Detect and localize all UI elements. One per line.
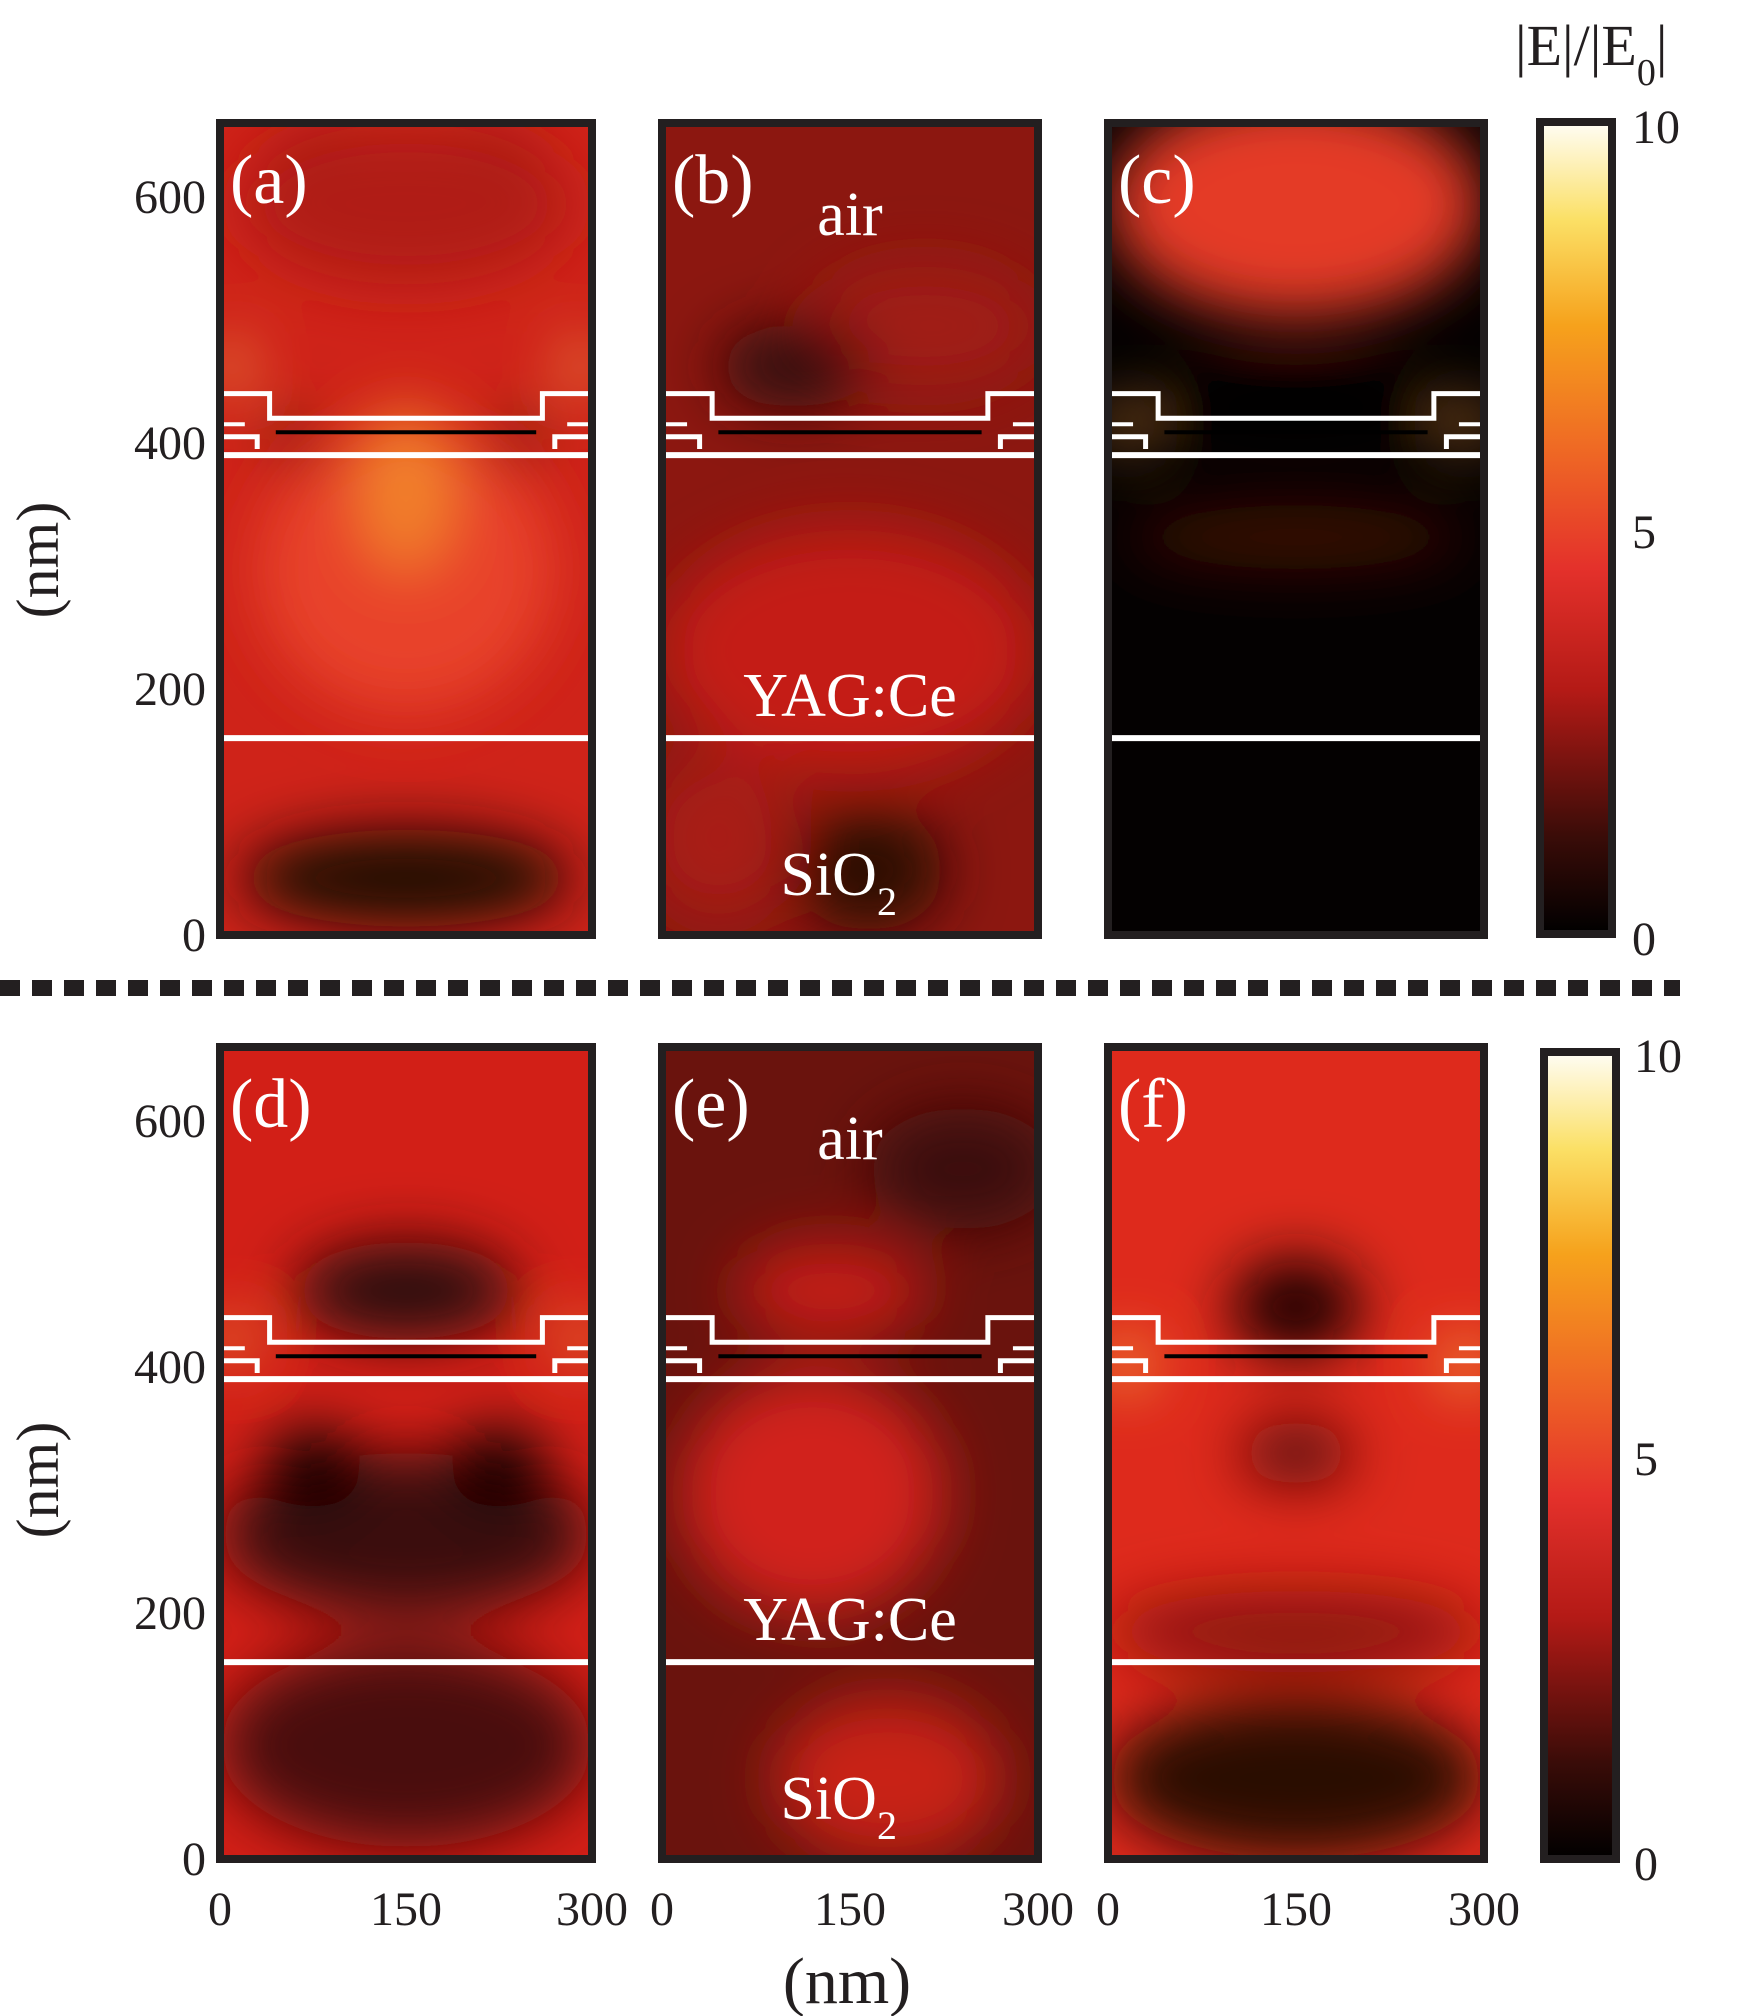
colorbar-bottom-gradient (1544, 1052, 1616, 1859)
panel-e: (e) airYAG:CeSiO20 150 300 (650, 1047, 1074, 1936)
panel-e-intensity-region (681, 1372, 944, 1616)
y-tick-label: 400 (134, 1341, 206, 1394)
x-axis-label: (nm) (783, 1945, 911, 2016)
panel-b-material-label: air (817, 181, 883, 249)
panel-a: (a) 0 200 400 600 (134, 123, 596, 962)
colorbar-top-gradient (1540, 122, 1612, 934)
panel-d-field (216, 1047, 595, 1859)
panel-a-label: (a) (230, 142, 308, 219)
x-tick-label: 300 (1448, 1883, 1520, 1936)
panel-d-intensity-region (453, 1429, 546, 1510)
panel-c-intensity-region (1127, 505, 1465, 570)
x-tick-label: 0 (650, 1883, 674, 1936)
panel-f-intensity-region (1108, 1697, 1484, 1859)
panel-e-intensity-region (737, 1242, 925, 1339)
panel-f: (f) 0 150 300 (1096, 1047, 1520, 1936)
panel-b: (b) air YAG:Ce SiO2 (643, 123, 1038, 935)
panel-c: (c) (1108, 91, 1484, 935)
x-tick-label: 300 (1002, 1883, 1074, 1936)
colorbar-bottom-tick-0: 0 (1634, 1838, 1658, 1891)
panel-b-label: (b) (672, 142, 754, 219)
y-tick-label: 200 (134, 1587, 206, 1640)
panel-f-field (1108, 1047, 1484, 1859)
panel-d: (d) 0 200 400 600 0 150 300 (134, 1047, 628, 1936)
panel-a-field (216, 123, 595, 935)
panel-d-intensity-region (220, 1644, 592, 1847)
colorbar-bottom-tick-10: 10 (1634, 1030, 1682, 1083)
x-tick-label: 300 (556, 1883, 628, 1936)
panel-e-material-label: YAG:Ce (743, 1586, 957, 1654)
row-ylabel-bottom: (nm) (5, 1422, 71, 1539)
y-tick-label: 200 (134, 663, 206, 716)
panel-c-label: (c) (1118, 142, 1196, 219)
y-tick-label: 0 (182, 1833, 206, 1886)
panel-e-material-label: air (817, 1105, 883, 1173)
y-tick-label: 600 (134, 1095, 206, 1148)
y-tick-label: 600 (134, 171, 206, 224)
panels: (a) 0 200 400 600 (b) air YAG:Ce SiO2 (c) (d) 0 200 4… (134, 91, 1520, 1936)
panel-b-intensity-region (718, 326, 868, 407)
panel-c-intensity-region (1164, 375, 1427, 440)
colorbar-top-tick-10: 10 (1632, 101, 1680, 154)
y-tick-label: 0 (182, 909, 206, 962)
panel-e-label: (e) (672, 1066, 750, 1143)
colorbar-bottom-tick-5: 5 (1634, 1433, 1658, 1486)
colorbar-bottom: 10 5 0 (1544, 1030, 1682, 1891)
panel-b-material-label: YAG:Ce (743, 662, 957, 730)
panel-a-intensity-region (239, 829, 574, 926)
y-tick-label: 400 (134, 417, 206, 470)
panel-d-intensity-region (267, 1429, 360, 1510)
colorbar-top-tick-0: 0 (1632, 913, 1656, 966)
colorbar-title: |E|/|E0| (1515, 13, 1667, 94)
row-ylabel-top: (nm) (5, 502, 71, 619)
panel-d-label: (d) (230, 1066, 312, 1143)
panel-f-label: (f) (1118, 1066, 1188, 1143)
panel-f-intensity-region (1240, 1421, 1353, 1486)
panel-d-intensity-region (294, 1242, 517, 1339)
panel-e-intensity-region (869, 1108, 1057, 1230)
x-tick-label: 0 (208, 1883, 232, 1936)
x-tick-label: 150 (814, 1883, 886, 1936)
x-tick-label: 150 (1260, 1883, 1332, 1936)
colorbar-top: 10 5 0 (1540, 101, 1680, 966)
x-tick-label: 150 (370, 1883, 442, 1936)
x-tick-label: 0 (1096, 1883, 1120, 1936)
colorbar-top-tick-5: 5 (1632, 506, 1656, 559)
